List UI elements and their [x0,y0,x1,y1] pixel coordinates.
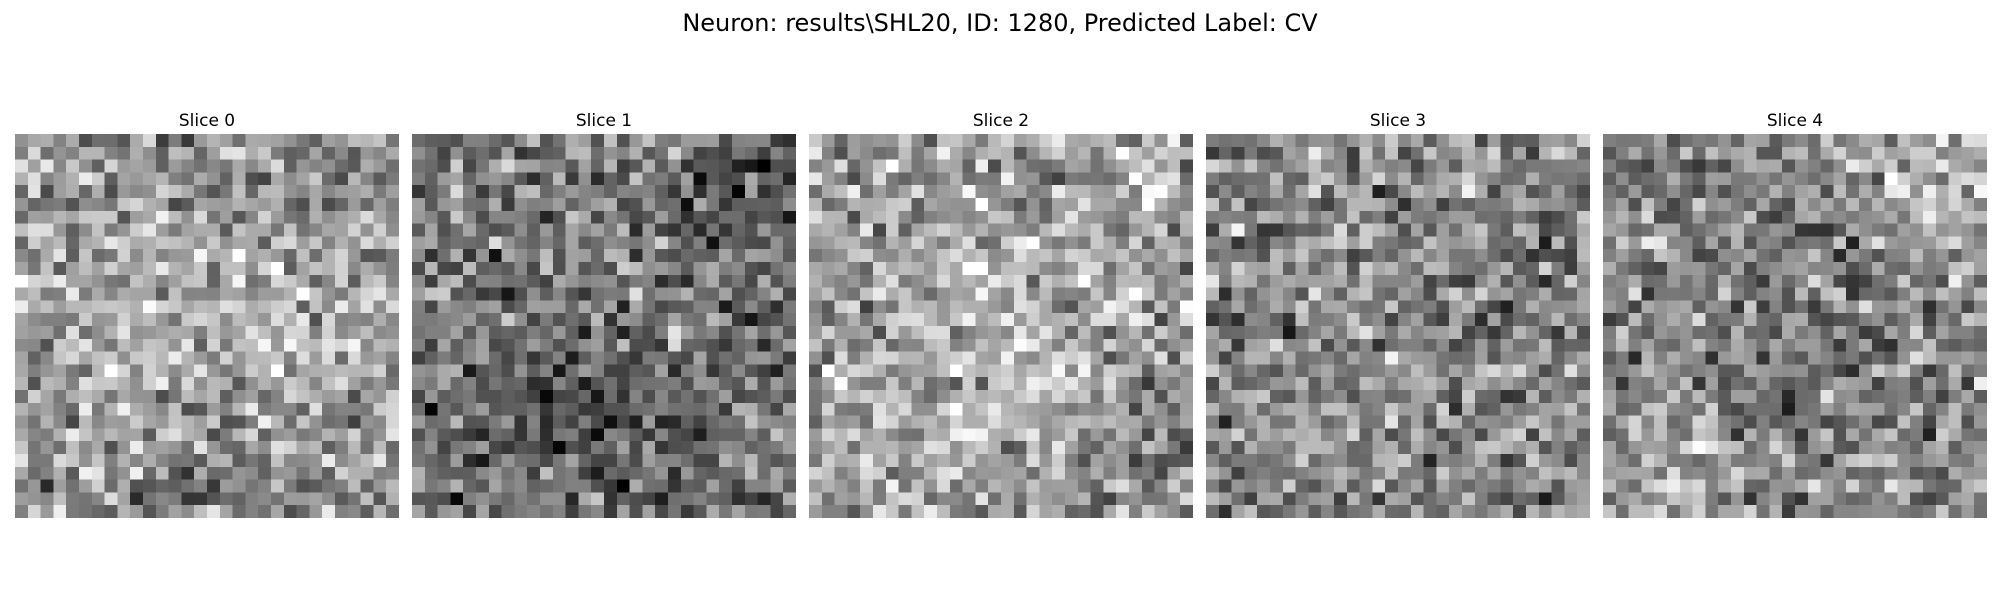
slice-panel-3: Slice 3 [1206,108,1590,518]
slice-image [809,134,1193,518]
slice-panel-2: Slice 2 [809,108,1193,518]
figure-title: Neuron: results\SHL20, ID: 1280, Predict… [682,9,1318,37]
slice-title: Slice 4 [1766,111,1824,131]
slice-image [1206,134,1590,518]
slice-title: Slice 0 [178,111,236,131]
slice-panel-1: Slice 1 [412,108,796,518]
slice-panel-4: Slice 4 [1603,108,1987,518]
slice-title: Slice 1 [575,111,633,131]
slice-image [15,134,399,518]
slice-panel-0: Slice 0 [15,108,399,518]
slice-title: Slice 3 [1369,111,1427,131]
slice-image [412,134,796,518]
slice-title: Slice 2 [972,111,1030,131]
slice-image [1603,134,1987,518]
